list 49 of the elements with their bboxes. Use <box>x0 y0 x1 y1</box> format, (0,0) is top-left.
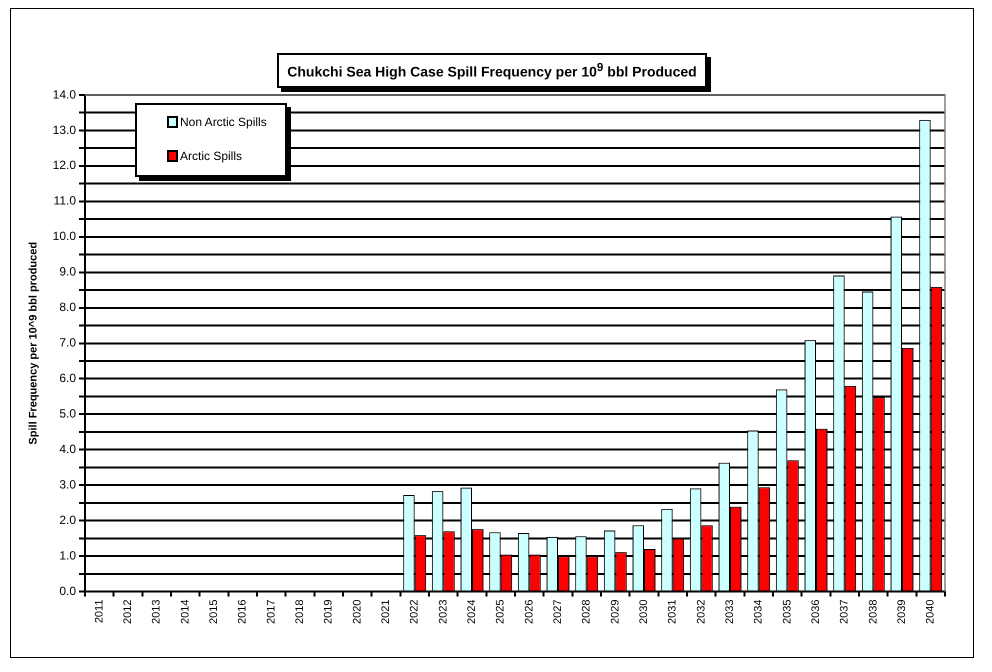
x-tick-label: 2012 <box>122 600 134 624</box>
x-tick-label: 2018 <box>294 600 306 624</box>
x-tick-label: 2029 <box>609 600 622 624</box>
y-tick-label: 5.0 <box>59 406 76 421</box>
x-tick-label: 2025 <box>494 600 507 624</box>
x-tick-label: 2026 <box>523 600 536 624</box>
y-tick-label: 0.0 <box>59 584 76 598</box>
x-tick-label: 2011 <box>93 600 106 624</box>
x-tick-label: 2016 <box>236 600 249 624</box>
x-tick-label: 2027 <box>552 600 564 624</box>
x-tick-label: 2033 <box>724 600 736 624</box>
x-tick-label: 2015 <box>208 600 220 624</box>
x-tick-label: 2032 <box>695 600 708 624</box>
y-axis-title: Spill Frequency per 10^9 bbl produced <box>28 242 40 445</box>
chart-title: Chukchi Sea High Case Spill Frequency per 10$^{9}$ bbl Produced <box>277 53 707 88</box>
y-tick-label: 6.0 <box>59 371 76 386</box>
x-tick-label: 2023 <box>437 600 450 624</box>
legend-label: Non Arctic Spills <box>180 115 267 129</box>
x-tick-label: 2024 <box>466 600 478 624</box>
y-tick-label: 11.0 <box>54 194 76 208</box>
x-tick-label: 2017 <box>265 600 278 624</box>
x-tick-label: 2031 <box>666 600 679 624</box>
y-tick-label: 10.0 <box>52 229 76 244</box>
x-tick-label: 2030 <box>638 600 650 624</box>
x-tick-label: 2039 <box>896 600 908 624</box>
y-tick-label: 14.0 <box>52 87 76 102</box>
x-tick-label: 2036 <box>810 600 822 624</box>
x-tick-label: 2021 <box>380 600 392 624</box>
y-tick-label: 7.0 <box>59 336 76 350</box>
y-tick-label: 12.0 <box>52 158 76 172</box>
x-tick-label: 2013 <box>150 600 163 624</box>
y-tick-label: 8.0 <box>59 300 76 314</box>
x-tick-label: 2028 <box>580 600 593 624</box>
y-tick-label: 3.0 <box>59 477 76 492</box>
x-tick-label: 2014 <box>179 600 192 624</box>
y-tick-label: 9.0 <box>59 264 76 279</box>
x-tick-label: 2020 <box>351 600 364 624</box>
legend-label: Arctic Spills <box>180 149 242 163</box>
x-tick-label: 2038 <box>867 600 880 624</box>
x-tick-label: 2034 <box>752 600 765 624</box>
y-tick-label: 4.0 <box>59 442 76 456</box>
x-tick-label: 2019 <box>322 600 335 624</box>
y-tick-label: 13.0 <box>52 122 76 137</box>
y-tick-label: 1.0 <box>59 548 76 562</box>
x-tick-label: 2040 <box>924 600 937 624</box>
x-tick-label: 2035 <box>781 600 794 624</box>
x-tick-label: 2022 <box>408 600 421 624</box>
y-tick-label: 2.0 <box>59 512 76 527</box>
x-tick-label: 2037 <box>838 600 851 624</box>
